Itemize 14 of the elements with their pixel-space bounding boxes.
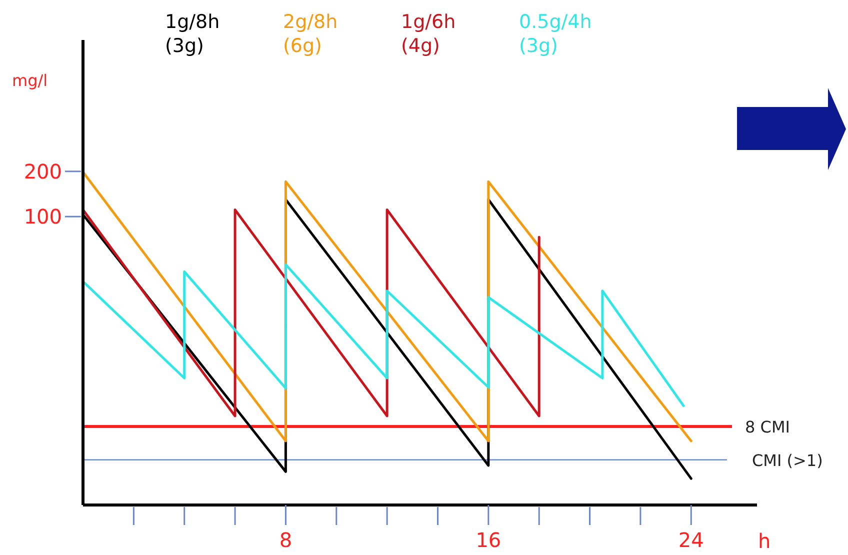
x-tick-label: 16: [476, 528, 502, 552]
x-tick-label: 24: [678, 528, 704, 552]
x-axis-title: h: [758, 529, 771, 553]
ref-line-label: 8 CMI: [745, 417, 790, 436]
text: 1g/6h (4g): [401, 11, 456, 57]
ref-line-label: CMI (>1): [752, 450, 823, 470]
y-axis-title: mg/l: [12, 71, 48, 90]
text: 2g/8h (6g): [283, 11, 338, 57]
text: 0.5g/4h (3g): [519, 11, 592, 57]
line-series: [82, 263, 685, 407]
y-tick-label: 100: [24, 204, 62, 229]
text: 1g/8h (3g): [165, 11, 220, 57]
x-tick-label: 8: [279, 528, 292, 552]
y-tick-label: 200: [24, 159, 62, 184]
